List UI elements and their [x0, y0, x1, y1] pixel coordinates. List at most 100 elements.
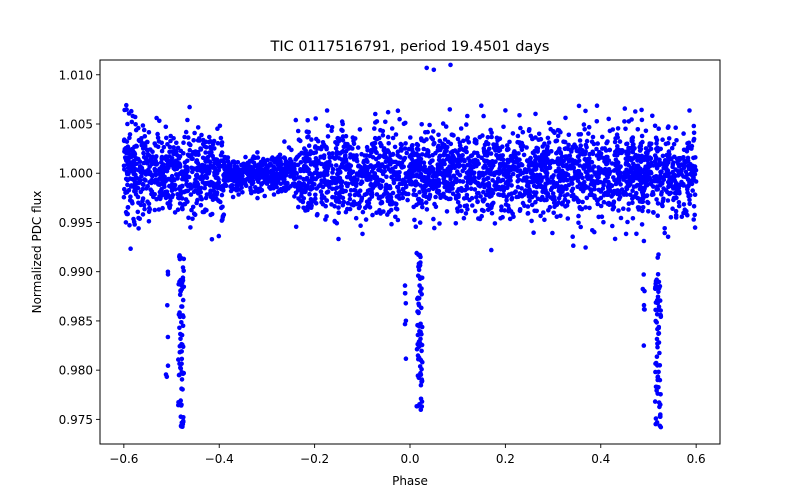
data-point [555, 127, 561, 133]
data-point [589, 159, 595, 165]
data-point [191, 211, 197, 216]
data-point [684, 184, 690, 189]
data-point [148, 187, 153, 192]
data-point [177, 279, 182, 284]
data-point [654, 336, 660, 342]
data-point [207, 159, 213, 165]
data-point [640, 185, 645, 191]
data-point [630, 200, 635, 206]
data-point [203, 150, 208, 155]
y-tick-label: 1.000 [59, 167, 93, 181]
data-point [415, 196, 421, 202]
data-point [530, 168, 535, 173]
data-point [566, 132, 572, 138]
data-point [650, 113, 655, 119]
data-point [128, 246, 133, 251]
data-point [437, 169, 443, 175]
data-point [255, 195, 260, 201]
data-point [292, 166, 297, 172]
y-axis: 0.975 0.980 0.985 0.990 0.995 1.000 1.005 1.010 [59, 68, 100, 427]
data-point [304, 168, 310, 174]
data-point [631, 184, 637, 189]
data-point [692, 225, 698, 230]
data-point [157, 196, 163, 202]
data-point [322, 180, 327, 185]
data-point [433, 194, 438, 200]
data-point [482, 158, 487, 163]
data-point [203, 195, 209, 201]
data-point [325, 123, 331, 128]
data-point [265, 165, 270, 171]
data-point [313, 192, 318, 198]
data-point [498, 163, 503, 169]
data-point [335, 135, 341, 141]
data-point [402, 146, 408, 151]
data-point [689, 181, 695, 187]
data-point [523, 188, 528, 193]
data-point [509, 183, 514, 188]
data-point [658, 402, 663, 407]
data-point [664, 168, 669, 173]
data-point [351, 153, 356, 158]
data-point [601, 199, 607, 205]
x-tick-label: 0.4 [591, 452, 610, 466]
data-point [534, 208, 539, 214]
data-point [665, 234, 671, 240]
data-point [588, 187, 593, 192]
data-point [386, 149, 392, 155]
data-point [183, 164, 188, 170]
data-point [213, 168, 218, 173]
data-point [563, 146, 569, 151]
data-point [124, 211, 130, 217]
data-point [400, 195, 406, 201]
data-point [182, 160, 188, 165]
data-point [393, 214, 398, 220]
data-point [198, 146, 203, 151]
data-point [622, 106, 628, 111]
data-point [243, 154, 248, 160]
data-point [655, 145, 660, 151]
data-point [676, 203, 682, 209]
data-point [202, 185, 207, 191]
data-point [416, 309, 421, 315]
data-point [578, 224, 583, 230]
data-point [655, 201, 661, 206]
data-point [364, 153, 370, 158]
data-point [210, 142, 216, 147]
data-point [563, 115, 568, 121]
data-point [641, 272, 646, 277]
data-point [167, 158, 172, 164]
data-point [293, 224, 299, 230]
data-point [658, 308, 663, 313]
data-point [610, 206, 616, 212]
data-point [441, 180, 447, 185]
data-point [326, 151, 332, 156]
data-point [543, 181, 548, 187]
data-point [124, 146, 129, 152]
data-point [196, 166, 201, 171]
data-point [648, 170, 654, 176]
data-point [629, 136, 635, 141]
data-point [466, 140, 472, 145]
data-point [544, 197, 549, 203]
data-point [306, 129, 312, 135]
data-point [442, 137, 448, 142]
data-point [457, 162, 463, 168]
data-point [641, 302, 647, 308]
data-point [342, 154, 348, 159]
data-point [363, 174, 369, 179]
data-point [183, 129, 189, 135]
data-point [691, 130, 697, 136]
data-point [685, 145, 691, 150]
data-point [464, 203, 470, 208]
data-point [464, 186, 470, 191]
data-point [208, 163, 213, 169]
data-point [414, 346, 420, 352]
data-point [576, 132, 581, 137]
data-point [400, 191, 405, 197]
data-point [631, 161, 636, 167]
data-point [546, 179, 552, 184]
data-point [525, 210, 531, 216]
data-point [418, 382, 424, 388]
data-point [533, 111, 538, 117]
